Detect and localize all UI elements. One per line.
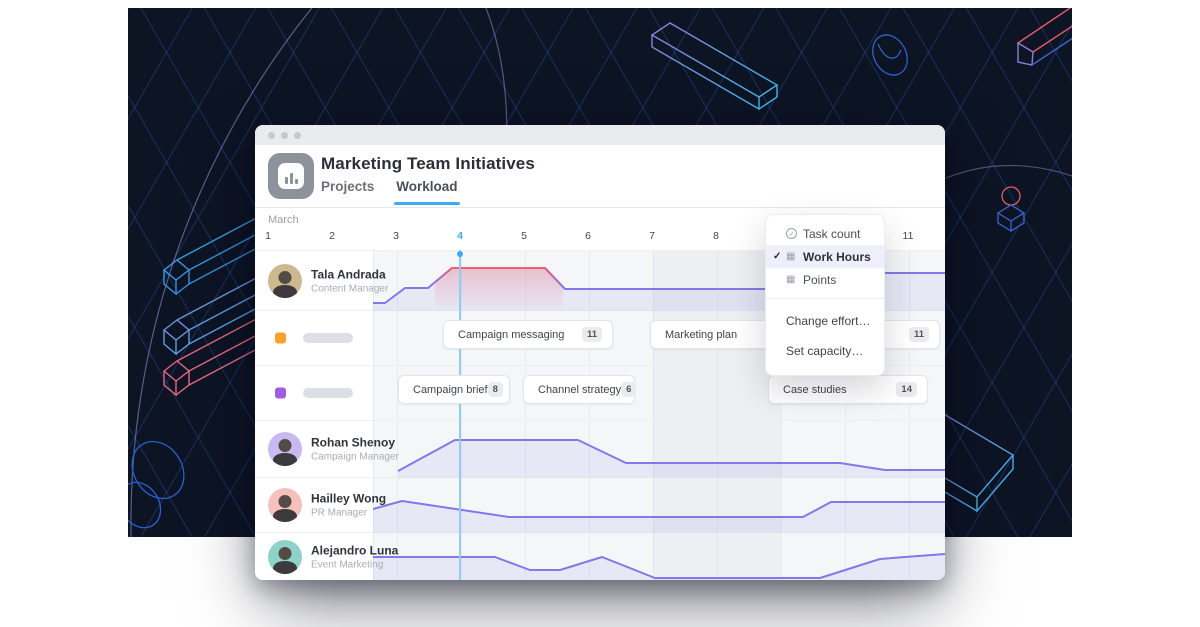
window-dot[interactable]: [281, 131, 288, 139]
project-name-placeholder: [303, 388, 353, 398]
person-name: Hailley Wong: [311, 491, 387, 506]
menu-item-work-hours[interactable]: ✓ ▦ Work Hours: [766, 245, 884, 268]
menu-item-points[interactable]: ▦ Points: [766, 268, 884, 291]
tab-bar: Projects Workload: [321, 179, 460, 205]
task-effort-badge: 11: [581, 327, 602, 342]
day-tick-1[interactable]: 1: [265, 230, 271, 242]
workload-row: Hailley Wong PR Manager: [255, 477, 945, 533]
person-cell[interactable]: Hailley Wong PR Manager: [255, 478, 386, 532]
bar-chart-icon: [278, 163, 304, 189]
avatar: [268, 263, 302, 298]
window-dot[interactable]: [294, 131, 301, 139]
person-role: PR Manager: [311, 507, 368, 519]
project-row: Campaign brief 8 Channel strategy 6 Case…: [255, 365, 945, 420]
day-tick-11[interactable]: 11: [902, 230, 914, 242]
project-color-dot: [275, 387, 286, 399]
current-day-dot: [457, 251, 463, 257]
task-bar[interactable]: Campaign brief 8: [398, 375, 510, 404]
workload-row: Alejandro Luna Event Marketing: [255, 532, 945, 580]
menu-item-task-count[interactable]: ✓ Task count: [766, 222, 884, 245]
menu-item-set-capacity[interactable]: Set capacity…: [766, 336, 884, 366]
project-name-placeholder: [303, 333, 353, 343]
task-effort-badge: 6: [621, 382, 637, 397]
current-day-line: [457, 250, 463, 580]
avatar: [268, 539, 302, 574]
iso-bar-red: [162, 315, 275, 397]
workload-row: Rohan Shenoy Campaign Manager: [255, 420, 945, 478]
day-tick-7[interactable]: 7: [649, 230, 655, 242]
day-tick-2[interactable]: 2: [329, 230, 335, 242]
task-label: Campaign brief: [413, 383, 488, 396]
day-tick-8[interactable]: 8: [713, 230, 719, 242]
person-name: Rohan Shenoy: [311, 435, 396, 450]
sphere-icon: [872, 34, 908, 76]
task-label: Channel strategy: [538, 383, 622, 396]
window-dot[interactable]: [268, 131, 275, 139]
task-effort-badge: 11: [908, 327, 929, 342]
iso-bar-purple: [162, 274, 275, 356]
iso-bar-topright: [1017, 8, 1072, 66]
task-bar[interactable]: Case studies 14: [768, 375, 928, 404]
workload-chart[interactable]: [373, 421, 945, 478]
person-role: Campaign Manager: [311, 451, 399, 463]
effort-grid-icon: ▦: [786, 250, 796, 262]
task-label: Case studies: [783, 383, 847, 396]
menu-item-label: Points: [803, 272, 837, 287]
workload-chart[interactable]: [373, 478, 945, 533]
window-titlebar[interactable]: [255, 125, 945, 145]
arc-right: [945, 164, 1072, 179]
project-icon: [268, 153, 314, 199]
display-options-menu: ✓ Task count ✓ ▦ Work Hours ▦ Points Cha…: [765, 214, 885, 376]
iso-plank-top: [650, 22, 779, 111]
day-tick-4[interactable]: 4: [457, 230, 463, 242]
menu-item-label: Work Hours: [803, 249, 871, 264]
workload-grid: Tala Andrada Content Manager Campaign me…: [255, 250, 945, 580]
tab-workload[interactable]: Workload: [394, 179, 460, 205]
workload-chart[interactable]: [373, 533, 945, 580]
task-effort-badge: 14: [896, 382, 917, 397]
page-title: Marketing Team Initiatives: [321, 154, 535, 173]
project-cell[interactable]: [255, 366, 373, 420]
avatar: [268, 488, 302, 522]
task-label: Marketing plan: [665, 328, 738, 341]
task-label: Campaign messaging: [458, 328, 565, 341]
task-count-icon: ✓: [786, 228, 801, 239]
person-cell[interactable]: Rohan Shenoy Campaign Manager: [255, 421, 399, 477]
task-lane: Campaign brief 8 Channel strategy 6 Case…: [373, 366, 945, 420]
person-cell[interactable]: Tala Andrada Content Manager: [255, 251, 388, 310]
weekend-shading: [653, 250, 781, 580]
task-bar[interactable]: Campaign messaging 11: [443, 320, 613, 349]
person-role: Event Marketing: [311, 559, 384, 570]
person-name: Alejandro Luna: [311, 543, 399, 557]
menu-item-change-effort[interactable]: Change effort…: [766, 306, 884, 336]
day-tick-5[interactable]: 5: [521, 230, 527, 242]
task-effort-badge: 8: [487, 382, 503, 397]
effort-grid-icon: ▦: [786, 273, 796, 285]
menu-item-label: Task count: [803, 226, 861, 241]
person-role: Content Manager: [311, 283, 389, 294]
iso-bar-blue: [162, 214, 275, 296]
day-tick-3[interactable]: 3: [393, 230, 399, 242]
background-decorations: [128, 8, 1072, 537]
tab-projects[interactable]: Projects: [321, 179, 375, 194]
check-icon: ✓: [773, 251, 782, 262]
ring-cube-icon: [996, 186, 1026, 233]
month-label: March: [268, 214, 299, 226]
person-cell[interactable]: Alejandro Luna Event Marketing: [255, 533, 398, 580]
menu-divider: [766, 298, 884, 299]
day-tick-6[interactable]: 6: [585, 230, 591, 242]
person-name: Tala Andrada: [311, 267, 386, 281]
cylinder-icon: [128, 440, 185, 529]
menu-item-label: Set capacity…: [786, 344, 864, 358]
app-window: Marketing Team Initiatives Projects Work…: [255, 125, 945, 580]
project-cell[interactable]: [255, 311, 373, 365]
task-bar[interactable]: Channel strategy 6: [523, 375, 637, 404]
project-color-dot: [275, 332, 286, 344]
avatar: [268, 432, 302, 466]
menu-item-label: Change effort…: [786, 314, 871, 328]
header-divider: [255, 207, 945, 208]
